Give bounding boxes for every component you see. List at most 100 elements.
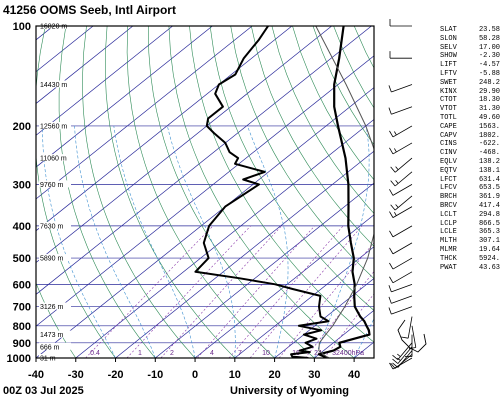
height-label-bg <box>39 302 71 310</box>
wind-barb <box>390 195 413 211</box>
wind-barb <box>389 184 413 196</box>
mixing-ratio-line <box>126 225 251 358</box>
wind-barb <box>389 271 413 284</box>
barb-staff <box>392 271 413 284</box>
index-value: 653.5 <box>478 184 500 193</box>
temperature-tick-label: -40 <box>28 369 44 381</box>
mixing-ratio-line <box>160 225 282 358</box>
wind-barb <box>388 283 413 293</box>
wind-barb <box>389 51 412 59</box>
height-label: 11060 m <box>40 156 67 163</box>
barb-flag <box>392 358 399 364</box>
index-label: VTOT <box>440 105 457 114</box>
isotherm <box>115 150 374 358</box>
index-row: SLON 58.28 <box>440 35 500 44</box>
height-label-bg <box>39 254 71 262</box>
wind-barb <box>389 242 413 255</box>
barb-flag <box>388 296 392 304</box>
wind-barb <box>389 19 412 27</box>
wind-barb <box>405 334 413 357</box>
barb-staff <box>391 84 413 93</box>
pressure-axis: 100 200 300 400 500 600 700 800 900 1000 <box>7 21 31 365</box>
index-value: 631.4 <box>478 175 500 184</box>
index-value: 248.2 <box>478 78 500 87</box>
index-value: 365.3 <box>478 228 500 237</box>
index-value: 138.1 <box>478 166 500 175</box>
plot-frame <box>35 25 375 359</box>
pressure-tick-label: 1000 <box>7 353 31 365</box>
barb-flag <box>389 262 394 270</box>
temperature-tick-label: -10 <box>147 369 163 381</box>
barb-flag <box>389 276 394 284</box>
isotherm <box>36 26 173 136</box>
index-value: 17.00 <box>478 43 500 52</box>
wind-barb <box>389 206 413 218</box>
moist-adiabat <box>42 125 116 358</box>
dry-adiabat <box>126 26 275 358</box>
height-label-bg <box>39 180 71 188</box>
dry-adiabat <box>82 26 196 358</box>
wind-barbs <box>388 19 417 370</box>
index-label: SELV <box>440 43 457 52</box>
index-row: LIFT -4.57 <box>440 61 500 70</box>
height-label-bg <box>39 221 71 229</box>
barb-staff <box>391 106 413 115</box>
index-label: CINV <box>440 149 457 158</box>
barb-staff <box>394 171 413 187</box>
barb-flag <box>395 166 399 170</box>
index-row: LFCT 631.4 <box>440 176 500 185</box>
index-value: 18.30 <box>478 96 500 105</box>
index-row: EQLV 138.2 <box>440 158 500 167</box>
pressure-tick-label: 400 <box>13 221 31 233</box>
barb-staff <box>407 316 413 339</box>
mixing-ratio-line <box>85 225 214 358</box>
isotherm <box>274 278 374 358</box>
barb-flag <box>397 353 401 357</box>
index-value: 866.5 <box>478 219 500 228</box>
height-label-bg <box>39 154 71 162</box>
stability-indices-panel: SLAT 23.58 SLON 58.28 SELV 17.00 SHOW -2.30 LIFT… <box>440 26 500 272</box>
index-value: 417.4 <box>478 201 500 210</box>
index-row: THCK 5924. <box>440 255 500 264</box>
index-value: 19.64 <box>478 245 500 254</box>
index-value: 31.30 <box>478 105 500 114</box>
mixing-ratio-label: 4 <box>210 350 214 357</box>
wind-barb <box>401 316 413 339</box>
moist-adiabat <box>167 125 236 358</box>
index-row: TOTL 49.60 <box>440 114 500 123</box>
mixing-ratio-line <box>278 242 374 358</box>
mixing-ratio-line <box>197 225 315 358</box>
barb-staff <box>394 157 413 173</box>
isotherm <box>36 26 372 295</box>
index-value: 49.60 <box>478 113 500 122</box>
mixing-ratio-label: 2 <box>170 350 174 357</box>
temperature-axis: -40 -30 -20 -10 0 10 20 30 40 <box>28 358 360 381</box>
height-label: 14430 m <box>40 82 67 89</box>
hodograph <box>397 319 427 353</box>
wind-barb <box>388 84 413 93</box>
index-label: SHOW <box>440 52 457 61</box>
temperature-tick-label: 0 <box>192 369 198 381</box>
moist-adiabat <box>113 125 196 358</box>
dry-adiabat <box>148 26 315 358</box>
index-row: CAPV 1802. <box>440 132 500 141</box>
dry-adiabat <box>58 26 156 358</box>
barb-flag <box>389 130 394 138</box>
index-label: LCLT <box>440 210 457 219</box>
index-row: KINX 29.90 <box>440 88 500 97</box>
pressure-tick-label: 500 <box>13 253 31 265</box>
index-row: BRCH 361.9 <box>440 193 500 202</box>
moist-adiabat <box>247 125 289 358</box>
temperature-tick-label: -30 <box>68 369 84 381</box>
index-label: BRCV <box>440 201 457 210</box>
index-row: MLTH 307.1 <box>440 237 500 246</box>
temperature-line <box>317 26 371 358</box>
mixing-ratio-label: 7 <box>238 350 242 357</box>
index-label: LFCT <box>440 175 457 184</box>
hodograph-trace <box>397 319 427 353</box>
index-row: CINV -468. <box>440 149 500 158</box>
index-value: -2.30 <box>478 52 500 61</box>
dry-adiabat <box>230 26 374 280</box>
dry-adiabat <box>168 26 355 358</box>
barb-flag <box>394 148 397 153</box>
